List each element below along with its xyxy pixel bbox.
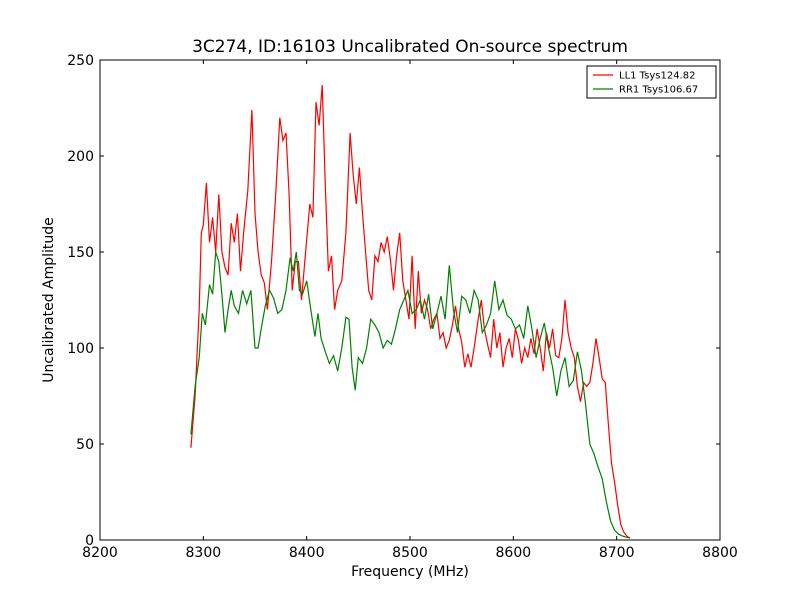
axes: 8200 8300 8400 8500 8600 8700 8800 0 50 100 150 200… [67, 53, 738, 561]
legend-label: LL1 Tsys124.82 [619, 71, 695, 82]
x-axis-title: Frequency (MHz) [351, 564, 469, 580]
y-tick-label: 250 [67, 53, 94, 69]
x-tick-label: 8200 [82, 545, 118, 561]
y-tick-label: 50 [76, 437, 94, 453]
x-tick-label: 8400 [289, 545, 325, 561]
y-tick-label: 200 [67, 149, 94, 165]
y-tick-label: 100 [67, 341, 94, 357]
legend-label: RR1 Tsys106.67 [619, 85, 698, 96]
x-tick-label: 8800 [702, 545, 738, 561]
y-tick-label: 150 [67, 245, 94, 261]
x-tick-label: 8500 [392, 545, 428, 561]
legend: LL1 Tsys124.82 RR1 Tsys106.67 [586, 65, 717, 99]
x-tick-label: 8600 [496, 545, 532, 561]
plot-area [190, 84, 631, 539]
x-tick-label: 8300 [186, 545, 222, 561]
series-line-2 [190, 251, 631, 539]
series-line-1 [190, 84, 631, 539]
x-tick-label: 8700 [599, 545, 635, 561]
y-tick-label: 0 [85, 533, 94, 549]
legend-box [586, 65, 717, 99]
y-axis-title: Uncalibrated Amplitude [41, 217, 57, 383]
chart-title: 3C274, ID:16103 Uncalibrated On-source s… [192, 37, 628, 57]
